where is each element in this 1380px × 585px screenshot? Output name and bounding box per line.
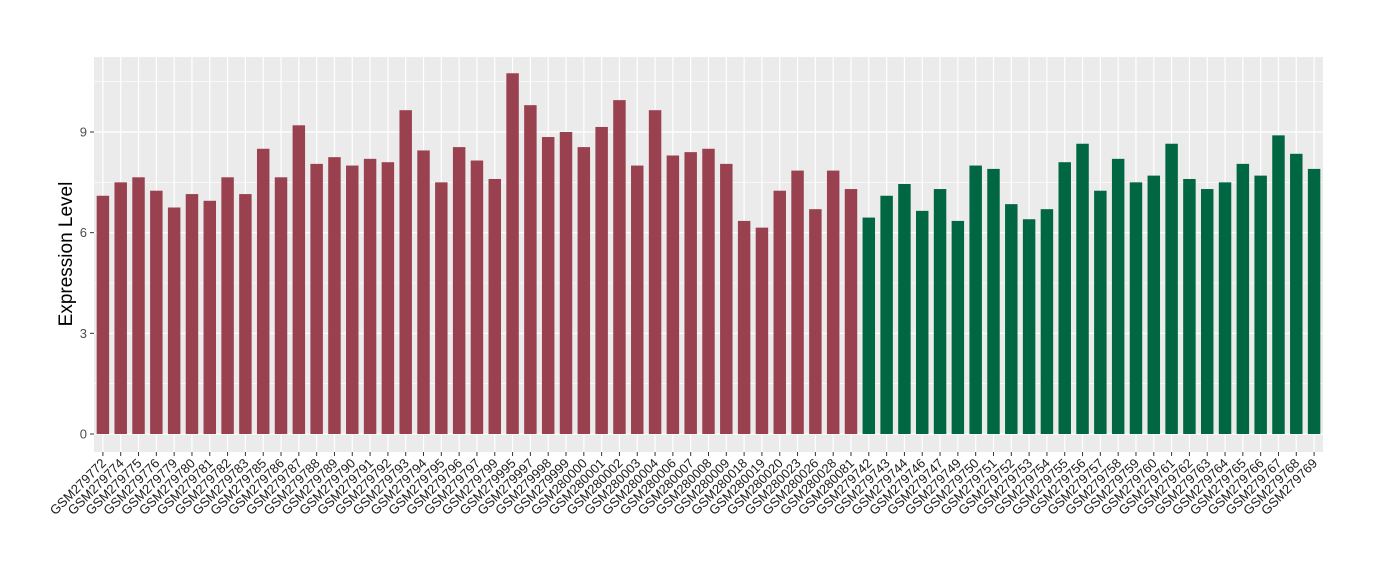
bar-GSM280001 <box>595 126 608 434</box>
x-axis: GSM279772GSM279774GSM279775GSM279776GSM2… <box>47 452 1320 518</box>
bar-GSM280026 <box>809 209 822 434</box>
bar-GSM279774 <box>114 182 127 434</box>
bar-GSM279786 <box>274 177 288 435</box>
bar-GSM280000 <box>577 147 591 434</box>
bar-GSM279789 <box>328 157 341 434</box>
bar-GSM279769 <box>1307 168 1321 434</box>
bar-GSM280020 <box>773 190 786 434</box>
bar-GSM279743 <box>880 195 893 434</box>
bar-GSM279796 <box>452 147 466 434</box>
bar-GSM279795 <box>435 182 448 434</box>
bar-GSM279764 <box>1218 182 1232 434</box>
bars <box>96 73 1321 435</box>
bar-GSM280004 <box>648 110 662 434</box>
bar-GSM279747 <box>933 189 947 434</box>
y-axis-label: Expression Level <box>56 182 77 327</box>
bar-GSM279780 <box>185 194 199 434</box>
bar-GSM279768 <box>1290 153 1303 435</box>
bar-GSM279997 <box>524 105 537 435</box>
bar-GSM279799 <box>488 178 501 434</box>
bar-GSM280002 <box>613 100 626 434</box>
bar-GSM279793 <box>399 110 412 434</box>
bar-GSM279756 <box>1076 143 1089 434</box>
bar-GSM279766 <box>1254 175 1267 434</box>
bar-GSM279765 <box>1236 163 1250 434</box>
bar-GSM279788 <box>310 163 323 434</box>
bar-GSM279753 <box>1022 219 1036 434</box>
bar-GSM280028 <box>826 170 840 435</box>
bar-GSM279751 <box>987 168 1000 434</box>
bar-GSM279790 <box>346 165 359 435</box>
bar-GSM279775 <box>132 177 145 435</box>
bar-GSM279998 <box>541 137 555 435</box>
bar-GSM279761 <box>1165 143 1178 434</box>
bar-GSM279772 <box>96 195 110 434</box>
bar-GSM279767 <box>1272 135 1285 434</box>
bar-GSM279787 <box>292 125 306 435</box>
bar-GSM280023 <box>791 170 804 435</box>
bar-GSM279781 <box>203 200 217 434</box>
bar-GSM279794 <box>417 150 430 434</box>
bar-GSM279744 <box>898 184 911 434</box>
bar-GSM279750 <box>969 165 982 435</box>
bar-GSM279760 <box>1147 175 1161 434</box>
bar-GSM279792 <box>381 162 395 434</box>
bar-GSM279995 <box>506 73 519 435</box>
y-tick-label: 6 <box>80 225 87 240</box>
bar-GSM279759 <box>1129 182 1143 434</box>
bar-GSM279758 <box>1111 158 1125 434</box>
bar-GSM279999 <box>559 132 573 434</box>
bar-GSM280018 <box>737 220 751 434</box>
y-tick-label: 0 <box>80 427 87 442</box>
y-tick-label: 3 <box>80 326 87 341</box>
bar-GSM280019 <box>755 227 769 434</box>
bar-GSM279757 <box>1094 190 1107 434</box>
bar-GSM279776 <box>150 190 163 434</box>
bar-GSM280081 <box>844 189 858 434</box>
bar-GSM280008 <box>702 148 715 434</box>
bar-GSM279749 <box>951 220 965 434</box>
bar-GSM279746 <box>916 210 929 434</box>
bar-GSM279779 <box>167 207 181 434</box>
bar-GSM279763 <box>1200 189 1214 434</box>
bar-GSM279752 <box>1005 204 1018 434</box>
bar-GSM279782 <box>221 177 234 435</box>
bar-GSM280007 <box>684 152 697 434</box>
bar-GSM279762 <box>1183 178 1196 434</box>
bar-GSM280006 <box>666 155 680 434</box>
bar-GSM279754 <box>1040 209 1054 434</box>
bar-GSM280009 <box>720 163 733 434</box>
bar-GSM279783 <box>239 194 252 434</box>
bar-GSM280003 <box>631 165 644 435</box>
bar-GSM279785 <box>256 148 270 434</box>
y-axis: 0 3 6 9 <box>80 125 94 442</box>
bar-GSM279791 <box>363 158 377 434</box>
bar-GSM279742 <box>862 217 876 434</box>
y-tick-label: 9 <box>80 125 87 140</box>
bar-GSM279797 <box>470 160 484 434</box>
bar-GSM279755 <box>1058 162 1071 434</box>
